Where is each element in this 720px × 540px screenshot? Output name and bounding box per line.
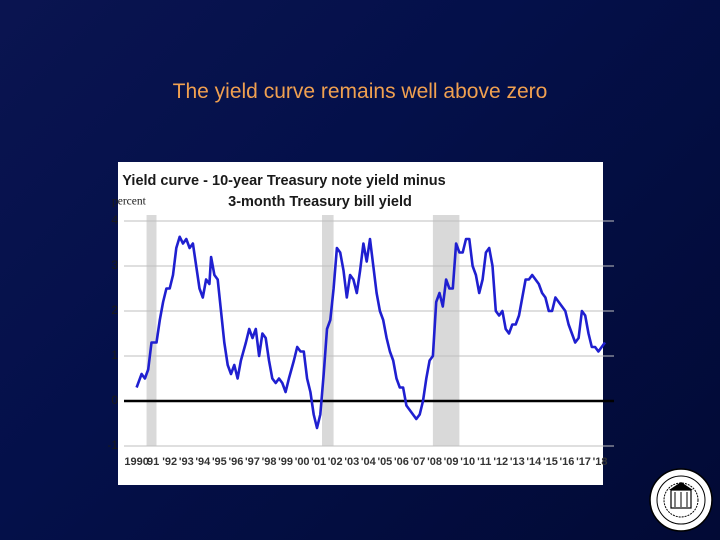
- x-tick-label: '01: [311, 456, 326, 468]
- x-tick-label: '04: [361, 456, 377, 468]
- x-tick-label: '00: [295, 456, 310, 468]
- x-tick-label: '14: [526, 456, 542, 468]
- seal: [649, 468, 713, 532]
- x-tick-label: '12: [493, 456, 508, 468]
- x-tick-label: '07: [411, 456, 426, 468]
- x-tick-label: '18: [593, 456, 608, 468]
- x-tick-label: 1990: [124, 456, 148, 468]
- x-tick-label: '96: [229, 456, 244, 468]
- y-axis-label: percent: [112, 196, 147, 208]
- x-tick-label: '06: [394, 456, 409, 468]
- x-tick-label: '97: [245, 456, 260, 468]
- x-tick-label: '16: [560, 456, 575, 468]
- x-tick-label: '02: [328, 456, 343, 468]
- y-tick-label: 1: [111, 348, 118, 362]
- chart-title: Yield curve - 10-year Treasury note yiel…: [122, 173, 445, 189]
- chart-subtitle: 3-month Treasury bill yield: [228, 194, 412, 210]
- x-tick-label: 91: [147, 456, 159, 468]
- y-tick-label: 4: [111, 213, 118, 227]
- slide-title: The yield curve remains well above zero: [172, 80, 548, 103]
- x-tick-label: '10: [460, 456, 475, 468]
- x-tick-label: '92: [162, 456, 177, 468]
- y-tick-label: 0: [111, 393, 118, 407]
- y-tick-label: 3: [111, 258, 118, 272]
- y-tick-label: -1: [107, 438, 118, 452]
- x-tick-label: '93: [179, 456, 194, 468]
- x-tick-label: '05: [377, 456, 392, 468]
- y-tick-label: 2: [111, 303, 118, 317]
- x-tick-label: '11: [477, 456, 491, 468]
- x-tick-label: '13: [510, 456, 525, 468]
- x-tick-label: '99: [278, 456, 293, 468]
- chart-panel: [118, 162, 603, 485]
- x-tick-label: '98: [262, 456, 277, 468]
- x-tick-label: '08: [427, 456, 442, 468]
- x-tick-label: '95: [212, 456, 227, 468]
- x-tick-label: '09: [444, 456, 459, 468]
- x-tick-label: '15: [543, 456, 558, 468]
- recession-band: [146, 215, 157, 446]
- x-tick-label: '17: [576, 456, 591, 468]
- x-tick-label: '94: [195, 456, 211, 468]
- x-tick-label: '03: [344, 456, 359, 468]
- yield-curve-line: [135, 235, 607, 430]
